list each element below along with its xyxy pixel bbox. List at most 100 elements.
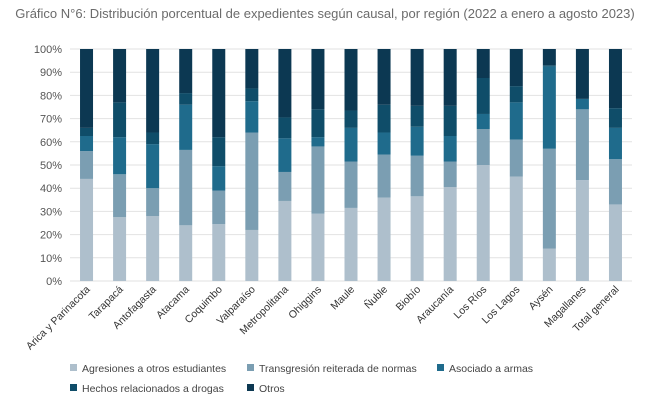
bar-segment (542, 66, 556, 149)
bar-segment (476, 165, 490, 281)
legend-swatch (437, 364, 444, 371)
legend-swatch (247, 384, 254, 391)
y-tick-label: 70% (40, 114, 62, 126)
bar-segment (278, 117, 292, 139)
bar-segment (113, 217, 127, 281)
bar-segment (146, 49, 160, 133)
bar-segment (542, 65, 556, 67)
bar-segment (410, 155, 424, 197)
bar-segment (80, 49, 94, 128)
bar-segment (278, 49, 292, 118)
bar-segment (608, 49, 622, 109)
bar-segment (146, 144, 160, 189)
bar-segment (344, 127, 358, 162)
bar-segment (311, 137, 325, 147)
bar-segment (542, 49, 556, 66)
bar-segment (80, 178, 94, 281)
bar-segment (410, 105, 424, 127)
bar-segment (344, 207, 358, 281)
bar-segment (146, 188, 160, 217)
bar-segment (608, 108, 622, 128)
y-tick-label: 90% (40, 67, 62, 79)
bar-segment (80, 136, 94, 152)
bar-segment (344, 161, 358, 208)
bar-segment (179, 93, 193, 105)
bar-segment (278, 138, 292, 172)
bar-segment (212, 137, 226, 167)
x-tick-label: Biobío (394, 284, 424, 314)
bar-segment (245, 229, 259, 281)
y-tick-label: 30% (40, 206, 62, 218)
bar-segment (278, 200, 292, 281)
bar-segment (80, 127, 94, 136)
bar-segment (311, 109, 325, 138)
y-tick-label: 60% (40, 137, 62, 149)
legend-label: Agresiones a otros estudiantes (82, 363, 226, 375)
bar-segment (146, 132, 160, 145)
bar-segment (443, 49, 457, 106)
bar-segment (377, 49, 391, 105)
bar-segment (113, 137, 127, 175)
x-tick-label: Arica y Parinacota (24, 284, 93, 353)
bar-segment (608, 127, 622, 160)
bar-segment (377, 104, 391, 133)
x-tick-label: Ñuble (362, 283, 391, 312)
bar-segment (179, 149, 193, 226)
bar-segment (443, 161, 457, 188)
bar-segment (377, 132, 391, 155)
bar-segment (113, 102, 127, 138)
x-tick-label: Aysén (526, 284, 555, 313)
bar-segment (344, 110, 358, 128)
bar-segment (476, 78, 490, 114)
x-tick-label: Ohiggins (286, 284, 324, 322)
bar-segment (212, 166, 226, 191)
bar-segment (542, 248, 556, 281)
bar-segment (509, 86, 523, 103)
y-tick-label: 80% (40, 90, 62, 102)
bar-segment (113, 49, 127, 103)
y-tick-label: 0% (46, 276, 62, 288)
bar-segment (311, 49, 325, 110)
legend-label: Asociado a armas (449, 363, 533, 375)
bar-segment (179, 225, 193, 281)
bar-segment (245, 49, 259, 89)
bar-segment (476, 49, 490, 78)
bar-segment (443, 187, 457, 281)
bar-segment (212, 49, 226, 138)
bar-segment (476, 113, 490, 130)
legend-label: Transgresión reiterada de normas (259, 363, 417, 375)
bar-segment (245, 88, 259, 102)
y-tick-label: 100% (34, 44, 62, 56)
bar-segment (608, 204, 622, 281)
bar-segment (278, 171, 292, 201)
bar-segment (212, 190, 226, 225)
bar-segment (443, 136, 457, 162)
bar-segment (146, 216, 160, 281)
bar-segment (179, 49, 193, 94)
bar-segment (410, 196, 424, 281)
legend-label: Hechos relacionados a drogas (82, 383, 224, 395)
bar-segment (410, 49, 424, 106)
legend-swatch (70, 384, 77, 391)
legend-swatch (70, 364, 77, 371)
bar-segment (377, 197, 391, 281)
y-tick-label: 50% (40, 160, 62, 172)
bar-segment (509, 139, 523, 177)
bar-segment (179, 104, 193, 150)
y-tick-label: 20% (40, 230, 62, 242)
bar-segment (80, 151, 94, 179)
bar-segment (443, 105, 457, 136)
bar-segment (113, 174, 127, 218)
bar-segment (311, 146, 325, 214)
bar-segment (509, 176, 523, 281)
bar-segment (377, 154, 391, 198)
y-tick-label: 40% (40, 183, 62, 195)
chart-title: Gráfico N°6: Distribución porcentual de … (15, 6, 635, 21)
x-tick-label: Maule (328, 284, 357, 313)
bar-segment (509, 102, 523, 140)
bar-segment (245, 132, 259, 230)
bar-segment (410, 126, 424, 156)
bar-segment (575, 180, 589, 281)
bar-segment (311, 213, 325, 281)
bar-segment (476, 129, 490, 165)
